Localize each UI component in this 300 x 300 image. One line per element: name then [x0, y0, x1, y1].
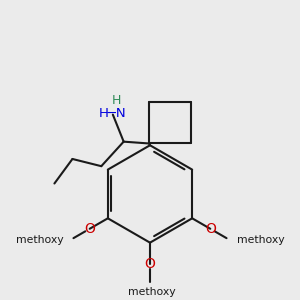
Text: methoxy: methoxy — [16, 235, 63, 245]
Text: O: O — [145, 256, 155, 271]
Text: O: O — [84, 222, 95, 236]
Text: H─N: H─N — [99, 107, 127, 120]
Text: methoxy: methoxy — [128, 287, 176, 297]
Text: H: H — [112, 94, 121, 107]
Text: methoxy: methoxy — [237, 235, 284, 245]
Text: O: O — [205, 222, 216, 236]
